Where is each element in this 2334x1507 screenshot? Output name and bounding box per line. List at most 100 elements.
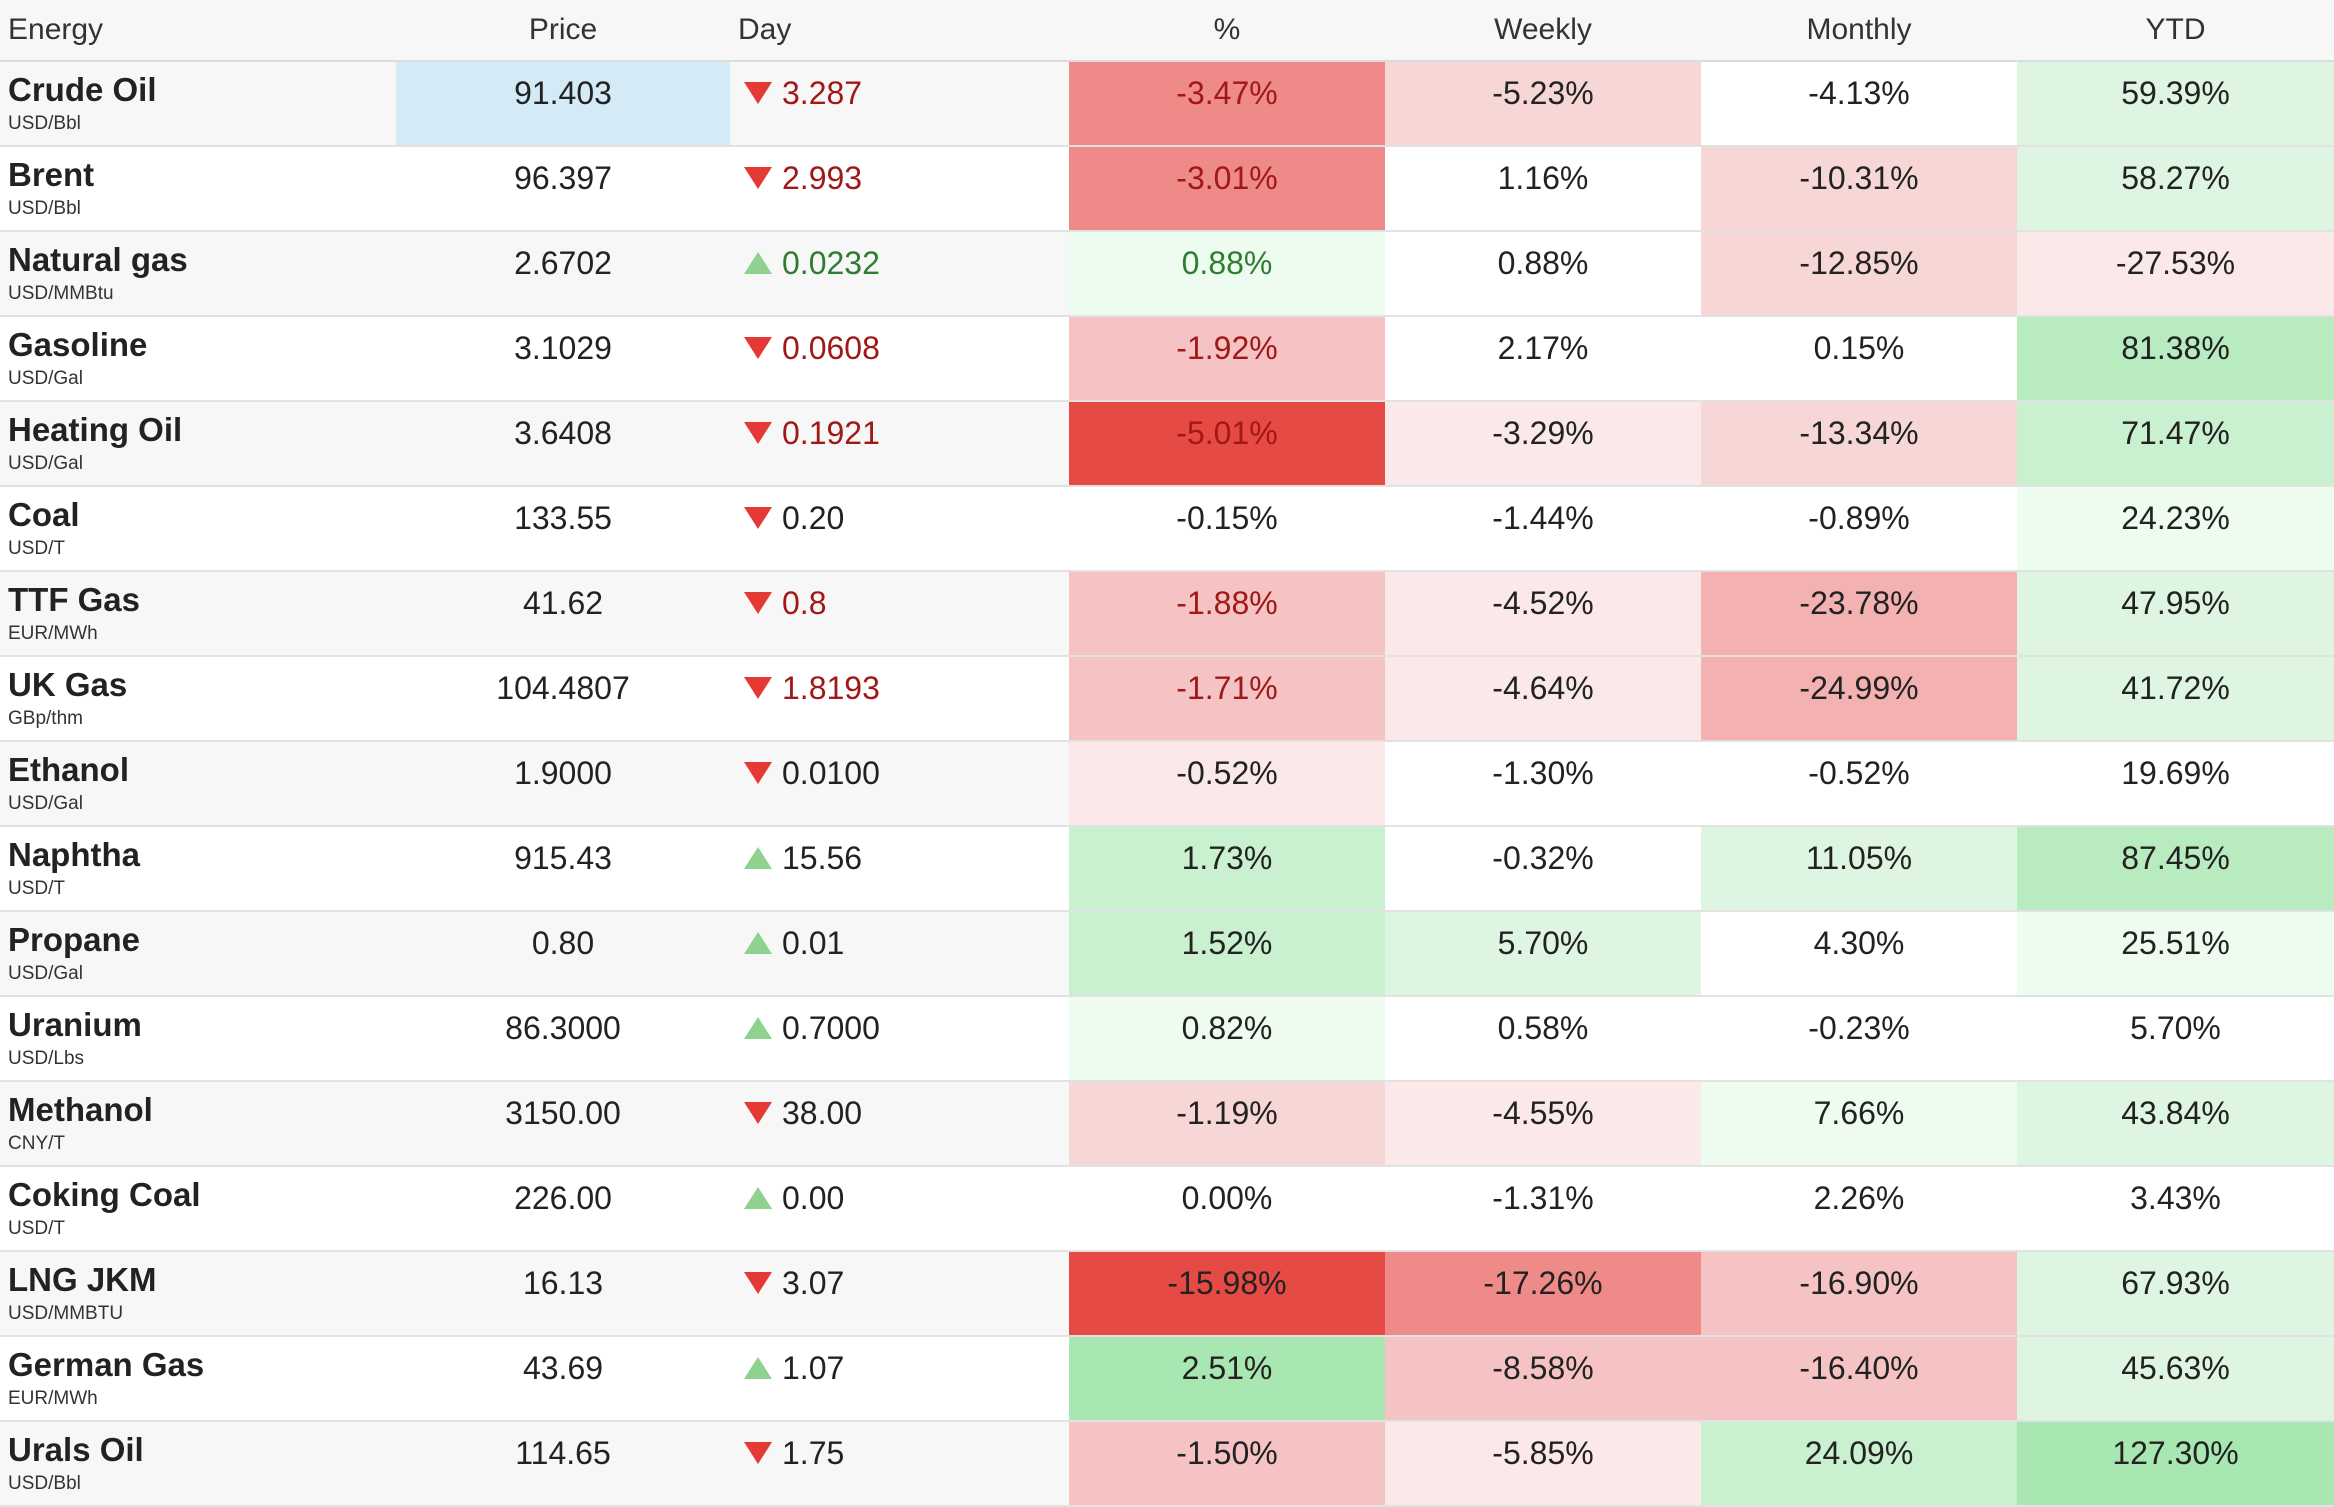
price-value: 16.13: [522, 1265, 604, 1301]
table-row[interactable]: Gasoline USD/Gal 3.1029 0.0608 -1.92% 2.…: [0, 316, 2334, 402]
commodity-name-link[interactable]: Crude Oil: [8, 71, 157, 108]
commodity-cell: Brent USD/Bbl: [0, 146, 396, 232]
monthly-change-value: -12.85%: [1799, 245, 1919, 281]
commodity-unit: EUR/MWh: [8, 623, 98, 644]
commodity-name-link[interactable]: Propane: [8, 921, 141, 958]
ytd-change-cell: 58.27%: [2017, 146, 2334, 232]
pct-change-cell: -5.01%: [1069, 401, 1385, 487]
table-row[interactable]: Coal USD/T 133.55 0.20 -0.15% -1.44% -0.…: [0, 486, 2334, 572]
arrow-down-icon: [744, 507, 772, 529]
weekly-change-value: -8.58%: [1492, 1350, 1594, 1386]
weekly-change-cell: -17.26%: [1385, 1251, 1701, 1337]
commodity-name-link[interactable]: Gasoline: [8, 326, 148, 363]
ytd-change-cell: 25.51%: [2017, 911, 2334, 997]
arrow-up-icon: [744, 252, 772, 274]
commodity-name-link[interactable]: Ethanol: [8, 751, 129, 788]
commodity-name-link[interactable]: Methanol: [8, 1091, 153, 1128]
monthly-change-value: -16.90%: [1799, 1265, 1919, 1301]
header-monthly[interactable]: Monthly: [1701, 0, 2017, 62]
commodity-cell: Methanol CNY/T: [0, 1081, 396, 1167]
price-cell: 104.4807: [396, 656, 730, 742]
day-change-value: 0.0608: [782, 330, 880, 366]
price-cell: 41.62: [396, 571, 730, 657]
commodity-unit: USD/Gal: [8, 793, 83, 814]
day-change-value: 0.20: [782, 500, 845, 536]
weekly-change-value: 5.70%: [1497, 925, 1589, 961]
arrow-up-icon: [744, 932, 772, 954]
table-row[interactable]: LNG JKM USD/MMBTU 16.13 3.07 -15.98% -17…: [0, 1251, 2334, 1337]
commodity-name-link[interactable]: UK Gas: [8, 666, 128, 703]
commodity-unit: USD/Gal: [8, 368, 83, 389]
commodity-name-link[interactable]: TTF Gas: [8, 581, 141, 618]
commodity-name-link[interactable]: Coal: [8, 496, 80, 533]
weekly-change-value: -1.31%: [1492, 1180, 1594, 1216]
day-change-cell: 0.1921: [730, 401, 1069, 487]
commodity-name-link[interactable]: Urals Oil: [8, 1431, 144, 1468]
commodity-name-link[interactable]: German Gas: [8, 1346, 205, 1383]
table-row[interactable]: Urals Oil USD/Bbl 114.65 1.75 -1.50% -5.…: [0, 1421, 2334, 1507]
pct-change-cell: -1.19%: [1069, 1081, 1385, 1167]
header-price[interactable]: Price: [396, 0, 730, 62]
weekly-change-cell: -1.30%: [1385, 741, 1701, 827]
header-pct[interactable]: %: [1069, 0, 1385, 62]
table-row[interactable]: Coking Coal USD/T 226.00 0.00 0.00% -1.3…: [0, 1166, 2334, 1252]
table-row[interactable]: Brent USD/Bbl 96.397 2.993 -3.01% 1.16% …: [0, 146, 2334, 232]
commodity-name-link[interactable]: LNG JKM: [8, 1261, 157, 1298]
commodity-unit: USD/Gal: [8, 963, 83, 984]
pct-change-cell: -3.47%: [1069, 61, 1385, 147]
table-row[interactable]: UK Gas GBp/thm 104.4807 1.8193 -1.71% -4…: [0, 656, 2334, 742]
ytd-change-cell: 127.30%: [2017, 1421, 2334, 1507]
commodity-name-link[interactable]: Uranium: [8, 1006, 142, 1043]
table-row[interactable]: Methanol CNY/T 3150.00 38.00 -1.19% -4.5…: [0, 1081, 2334, 1167]
monthly-change-cell: -0.23%: [1701, 996, 2017, 1082]
table-row[interactable]: Heating Oil USD/Gal 3.6408 0.1921 -5.01%…: [0, 401, 2334, 487]
commodity-name-link[interactable]: Brent: [8, 156, 95, 193]
ytd-change-cell: 3.43%: [2017, 1166, 2334, 1252]
pct-change-cell: 0.82%: [1069, 996, 1385, 1082]
table-row[interactable]: Crude Oil USD/Bbl 91.403 3.287 -3.47% -5…: [0, 61, 2334, 147]
pct-change-value: 0.88%: [1181, 245, 1273, 281]
price-value: 2.6702: [514, 245, 612, 281]
table-row[interactable]: Uranium USD/Lbs 86.3000 0.7000 0.82% 0.5…: [0, 996, 2334, 1082]
commodity-unit: USD/MMBTU: [8, 1303, 124, 1324]
price-cell: 43.69: [396, 1336, 730, 1422]
ytd-change-cell: 45.63%: [2017, 1336, 2334, 1422]
weekly-change-value: -4.64%: [1492, 670, 1594, 706]
day-change-cell: 0.0232: [730, 231, 1069, 317]
table-body: Crude Oil USD/Bbl 91.403 3.287 -3.47% -5…: [0, 61, 2334, 1507]
commodity-unit: USD/T: [8, 878, 65, 899]
ytd-change-cell: 67.93%: [2017, 1251, 2334, 1337]
weekly-change-cell: -0.32%: [1385, 826, 1701, 912]
commodity-unit: USD/T: [8, 1218, 65, 1239]
header-ytd[interactable]: YTD: [2017, 0, 2334, 62]
table-row[interactable]: TTF Gas EUR/MWh 41.62 0.8 -1.88% -4.52% …: [0, 571, 2334, 657]
commodity-name-link[interactable]: Heating Oil: [8, 411, 183, 448]
weekly-change-cell: 0.58%: [1385, 996, 1701, 1082]
table-row[interactable]: Natural gas USD/MMBtu 2.6702 0.0232 0.88…: [0, 231, 2334, 317]
day-change-value: 3.287: [782, 75, 863, 111]
header-weekly[interactable]: Weekly: [1385, 0, 1701, 62]
commodity-name-link[interactable]: Coking Coal: [8, 1176, 201, 1213]
weekly-change-cell: -3.29%: [1385, 401, 1701, 487]
table-row[interactable]: Propane USD/Gal 0.80 0.01 1.52% 5.70% 4.…: [0, 911, 2334, 997]
weekly-change-cell: 2.17%: [1385, 316, 1701, 402]
monthly-change-value: 0.15%: [1813, 330, 1905, 366]
pct-change-value: -15.98%: [1167, 1265, 1287, 1301]
pct-change-value: -3.01%: [1176, 160, 1278, 196]
commodity-name-link[interactable]: Natural gas: [8, 241, 188, 278]
day-change-value: 1.07: [782, 1350, 845, 1386]
price-cell: 86.3000: [396, 996, 730, 1082]
table-row[interactable]: Ethanol USD/Gal 1.9000 0.0100 -0.52% -1.…: [0, 741, 2334, 827]
table-row[interactable]: Naphtha USD/T 915.43 15.56 1.73% -0.32% …: [0, 826, 2334, 912]
header-day[interactable]: Day: [730, 0, 1069, 62]
pct-change-value: 0.00%: [1181, 1180, 1273, 1216]
commodity-name-link[interactable]: Naphtha: [8, 836, 140, 873]
day-change-value: 2.993: [782, 160, 863, 196]
table-row[interactable]: German Gas EUR/MWh 43.69 1.07 2.51% -8.5…: [0, 1336, 2334, 1422]
price-cell: 114.65: [396, 1421, 730, 1507]
price-value: 3.6408: [514, 415, 612, 451]
ytd-change-cell: 5.70%: [2017, 996, 2334, 1082]
pct-change-cell: 1.52%: [1069, 911, 1385, 997]
header-energy[interactable]: Energy: [0, 0, 396, 62]
arrow-down-icon: [744, 1272, 772, 1294]
